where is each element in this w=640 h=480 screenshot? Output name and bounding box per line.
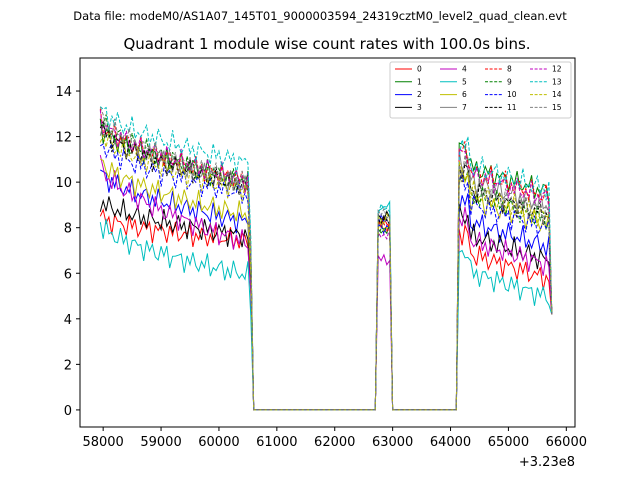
legend-label-9: 9 [507,77,512,86]
legend-label-6: 6 [462,90,467,99]
legend-label-3: 3 [417,103,422,112]
chart-title: Quadrant 1 module wise count rates with … [123,35,530,53]
plot-lines [99,106,553,411]
x-tick-label-64000: 64000 [430,435,471,450]
legend-label-4: 4 [462,65,467,74]
x-axis: 58000 59000 60000 61000 62000 63000 64000 65000… [82,427,587,450]
legend-label-2: 2 [417,90,422,99]
series-line-14 [99,131,553,411]
legend-label-1: 1 [417,77,422,86]
legend-label-13: 13 [552,77,562,86]
y-tick-label-2: 2 [64,358,72,373]
chart-suptitle: Data file: modeM0/AS1A07_145T01_90000035… [73,9,567,23]
legend-label-0: 0 [417,65,422,74]
axes-frame [79,57,576,428]
y-tick-label-10: 10 [55,176,72,191]
x-offset-label: +3.23e8 [519,455,575,470]
legend-label-12: 12 [552,65,562,74]
legend-label-7: 7 [462,103,467,112]
y-tick-label-8: 8 [64,222,72,237]
x-tick-label-61000: 61000 [256,435,297,450]
y-tick-label-0: 0 [64,404,72,419]
x-tick-label-58000: 58000 [82,435,123,450]
x-tick-label-65000: 65000 [488,435,529,450]
y-tick-label-12: 12 [55,131,72,146]
legend-label-15: 15 [552,103,562,112]
y-tick-label-4: 4 [64,313,72,328]
legend-box [389,61,572,119]
x-tick-label-60000: 60000 [198,435,239,450]
legend-label-14: 14 [552,90,562,99]
legend-label-10: 10 [507,90,517,99]
legend-label-8: 8 [507,65,512,74]
y-axis: 0 2 4 6 8 10 12 14 [55,85,80,419]
y-tick-label-6: 6 [64,267,72,282]
x-tick-label-62000: 62000 [314,435,355,450]
x-tick-label-59000: 59000 [140,435,181,450]
series-line-12 [99,110,553,411]
y-tick-label-14: 14 [55,85,72,100]
x-tick-label-66000: 66000 [546,435,587,450]
series-line-15 [99,106,553,411]
x-tick-label-63000: 63000 [372,435,413,450]
legend-label-11: 11 [507,103,517,112]
legend-label-5: 5 [462,77,467,86]
